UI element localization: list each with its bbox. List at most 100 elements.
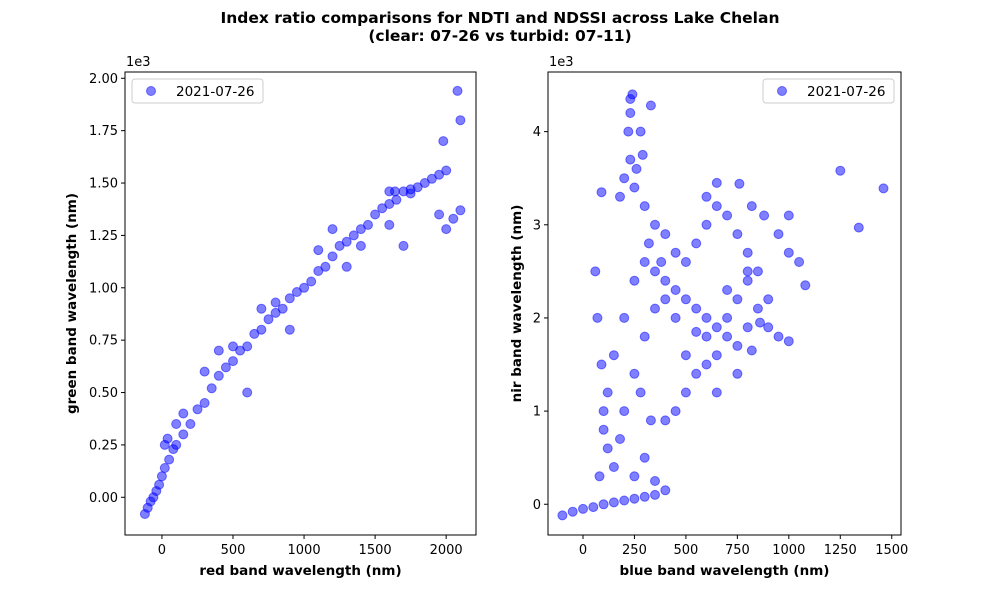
left-data-point (263, 314, 274, 325)
right-data-point (625, 108, 636, 118)
right-data-point (680, 350, 691, 361)
right-data-point (635, 387, 646, 398)
right-data-point (711, 387, 722, 398)
right-data-point (608, 462, 619, 472)
right-data-point (602, 443, 613, 454)
right-data-point (602, 387, 613, 398)
right-y-ticks: 0 1 2 3 4 (533, 125, 548, 513)
left-x-tick-label: 1500 (359, 543, 392, 558)
right-data-point (763, 294, 774, 305)
left-x-tick-label: 0 (158, 543, 166, 558)
right-data-point (594, 471, 605, 482)
right-data-point (742, 247, 753, 258)
right-data-point (732, 294, 743, 305)
left-y-tick-label: 1.00 (89, 281, 118, 296)
right-data-point (660, 415, 671, 426)
left-data-point (341, 261, 352, 272)
left-data-point (156, 471, 167, 482)
left-data-point (185, 419, 196, 429)
right-data-point (670, 312, 681, 323)
left-data-point (320, 261, 331, 272)
right-data-point (783, 247, 794, 258)
left-y-tick-label: 1.25 (89, 229, 118, 244)
right-data-point (794, 257, 805, 267)
right-data-point (701, 219, 712, 230)
left-data-point (228, 356, 238, 367)
right-data-point (629, 275, 640, 286)
right-legend-label: 2021-07-26 (807, 84, 885, 100)
left-data-point (178, 429, 189, 440)
left-y-ticks: 0.00 0.25 0.50 0.75 1.00 1.25 1.50 1.75 2.00 (89, 72, 125, 506)
right-data-point (670, 247, 681, 258)
left-data-point (452, 85, 463, 96)
left-scatter-points (139, 85, 466, 519)
right-y-tick-label: 2 (533, 311, 541, 326)
right-data-point (711, 177, 722, 188)
right-x-tick-label: 0 (579, 543, 587, 558)
left-legend: 2021-07-26 (131, 78, 264, 104)
right-y-tick-label: 4 (533, 125, 541, 140)
right-data-point (773, 331, 784, 342)
left-y-tick-label: 0.25 (89, 438, 118, 453)
right-data-point (853, 222, 864, 233)
right-data-point (734, 178, 745, 189)
left-legend-marker (146, 86, 156, 96)
right-data-point (592, 312, 603, 323)
right-axes-frame (547, 71, 902, 536)
right-data-point (639, 257, 650, 267)
right-data-point (619, 312, 630, 323)
right-data-point (670, 285, 681, 295)
left-data-point (390, 186, 400, 197)
right-data-point (711, 350, 722, 361)
left-data-point (256, 324, 267, 335)
left-y-tick-label: 0.00 (89, 491, 118, 506)
right-data-point (691, 238, 702, 249)
right-data-point (711, 201, 722, 212)
left-data-point (270, 297, 281, 308)
right-data-point (625, 154, 636, 165)
left-data-point (171, 439, 182, 450)
right-x-tick-label: 250 (622, 543, 647, 558)
left-data-point (159, 463, 170, 473)
right-data-point (742, 322, 753, 333)
left-data-point (341, 236, 352, 247)
right-data-point (711, 322, 722, 333)
right-data-point (680, 294, 691, 305)
left-axes-frame (124, 71, 477, 536)
left-data-point (438, 136, 449, 147)
left-x-axis-label: red band wavelength (nm) (199, 563, 401, 579)
right-data-point (732, 368, 743, 379)
left-data-point (448, 213, 459, 224)
right-data-point (759, 210, 770, 221)
right-data-point (742, 275, 753, 286)
right-data-point (645, 415, 656, 426)
right-y-offset-text: 1e3 (549, 55, 574, 70)
right-data-point (557, 510, 568, 521)
left-x-tick-label: 500 (221, 543, 246, 558)
right-data-point (660, 275, 671, 286)
left-y-tick-label: 1.50 (89, 177, 118, 192)
left-data-point (199, 366, 210, 377)
right-scatter-points (557, 89, 889, 521)
right-data-point (660, 294, 671, 305)
left-y-axis-label: green band wavelength (nm) (64, 193, 80, 414)
right-data-point (783, 210, 794, 221)
right-data-point (878, 183, 889, 194)
right-data-point (637, 149, 648, 160)
right-data-point (629, 493, 640, 504)
left-data-point (213, 345, 224, 356)
left-data-point (441, 224, 452, 235)
left-data-point (242, 341, 253, 352)
right-data-point (639, 452, 650, 463)
right-data-point (660, 485, 671, 496)
right-data-point (608, 350, 619, 361)
right-data-point (680, 387, 691, 398)
left-data-point (159, 439, 170, 450)
left-data-point (151, 486, 162, 496)
right-data-point (645, 100, 656, 111)
left-data-point (355, 240, 366, 251)
left-x-tick-label: 2000 (430, 543, 463, 558)
right-data-point (625, 94, 636, 104)
